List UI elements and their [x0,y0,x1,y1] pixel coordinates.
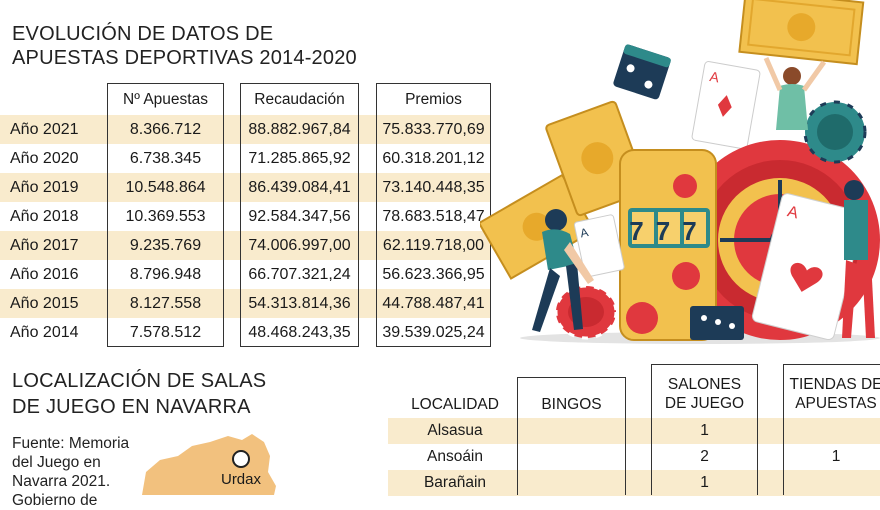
table1-title-line2: APUESTAS DEPORTIVAS 2014-2020 [12,47,357,69]
person-figure-icon [763,56,827,130]
source-line: Navarra 2021. [12,473,111,490]
header-premios: Premios [405,91,462,108]
location-marker-icon [232,450,250,468]
svg-text:A: A [579,225,590,240]
slot-machine-icon: 777 [619,149,717,341]
cell-recaudacion: 92.584.347,56 [248,208,351,225]
table-row [388,418,880,444]
table-row [0,289,490,318]
header-salones-line1: SALONES [667,376,742,393]
year-label: Año 2019 [10,179,79,196]
cell-localidad: Alsasua [427,422,483,439]
cell-premios: 39.539.025,24 [382,324,485,341]
cell-recaudacion: 48.468.243,35 [248,324,351,341]
svg-text:A: A [708,68,721,85]
cell-apuestas: 8.127.558 [129,295,202,312]
locations-title-line1: LOCALIZACIÓN DE SALAS [12,370,267,392]
casino-illustration: A 777 [480,0,880,344]
cell-apuestas: 8.366.712 [129,121,202,138]
cell-apuestas: 9.235.769 [129,237,202,254]
table-row [0,115,490,144]
svg-text:A: A [786,203,801,222]
navarra-map: Urdax [142,434,276,495]
column-box-recaudacion [240,83,359,347]
poker-chip-icon [554,284,618,340]
cell-premios: 75.833.770,69 [382,121,485,138]
column-box-bingos [517,377,626,495]
header-tiendas-line1: TIENDAS DE [789,376,880,393]
cell-apuestas: 10.548.864 [125,179,206,196]
column-box-premios [376,83,491,347]
cell-apuestas: 7.578.512 [129,324,202,341]
cell-tiendas: 1 [831,448,841,465]
banknote-icon [738,0,865,66]
cell-recaudacion: 86.439.084,41 [248,179,351,196]
slot-reels-text: 777 [629,216,708,246]
cell-premios: 56.623.366,95 [382,266,485,283]
header-tiendas-line2: APUESTAS [795,395,877,412]
header-recaudacion: Recaudación [254,91,345,108]
map-place-label: Urdax [221,471,262,488]
cell-recaudacion: 88.882.967,84 [248,121,351,138]
column-box-salones [651,364,758,495]
cell-premios: 78.683.518,47 [382,208,485,225]
year-label: Año 2014 [10,324,79,341]
cell-premios: 60.318.201,12 [382,150,485,167]
cell-recaudacion: 66.707.321,24 [248,266,351,283]
cell-apuestas: 8.796.948 [129,266,202,283]
source-note: Fuente: Memoria del Juego en Navarra 202… [12,434,129,510]
column-box-apuestas [107,83,224,347]
person-figure-icon [842,180,875,338]
year-label: Año 2016 [10,266,79,283]
cell-premios: 44.788.487,41 [382,295,485,312]
cell-localidad: Ansoáin [426,448,483,465]
table1-title-line1: EVOLUCIÓN DE DATOS DE [12,23,274,45]
cell-premios: 62.119.718,00 [382,237,485,254]
poker-chip-icon [803,100,867,164]
year-label: Año 2015 [10,295,79,312]
header-localidad: LOCALIDAD [411,396,499,413]
header-apuestas: Nº Apuestas [123,91,208,108]
source-line: Gobierno de [12,492,98,509]
column-box-tiendas [783,364,880,495]
cell-premios: 73.140.448,35 [382,179,485,196]
cell-salones: 2 [700,448,709,465]
header-salones-line2: DE JUEGO [664,395,745,412]
year-label: Año 2020 [10,150,79,167]
source-line: Fuente: Memoria [12,435,130,452]
cell-apuestas: 6.738.345 [129,150,202,167]
cell-salones: 1 [700,474,709,491]
cell-recaudacion: 74.006.997,00 [248,237,351,254]
die-icon [690,306,744,340]
year-label: Año 2017 [10,237,79,254]
table-row [0,173,490,202]
table-row [0,231,490,260]
locations-title-line2: DE JUEGO EN NAVARRA [12,396,251,418]
cell-apuestas: 10.369.553 [125,208,206,225]
cell-salones: 1 [700,422,709,439]
source-line: del Juego en [12,454,101,471]
cell-recaudacion: 54.313.814,36 [248,295,351,312]
year-label: Año 2021 [10,121,79,138]
person-figure-icon [532,209,594,332]
cell-recaudacion: 71.285.865,92 [248,150,351,167]
table-row [388,470,880,496]
cell-localidad: Barañain [423,474,487,491]
year-label: Año 2018 [10,208,79,225]
header-bingos: BINGOS [541,396,602,413]
die-icon [613,44,671,100]
